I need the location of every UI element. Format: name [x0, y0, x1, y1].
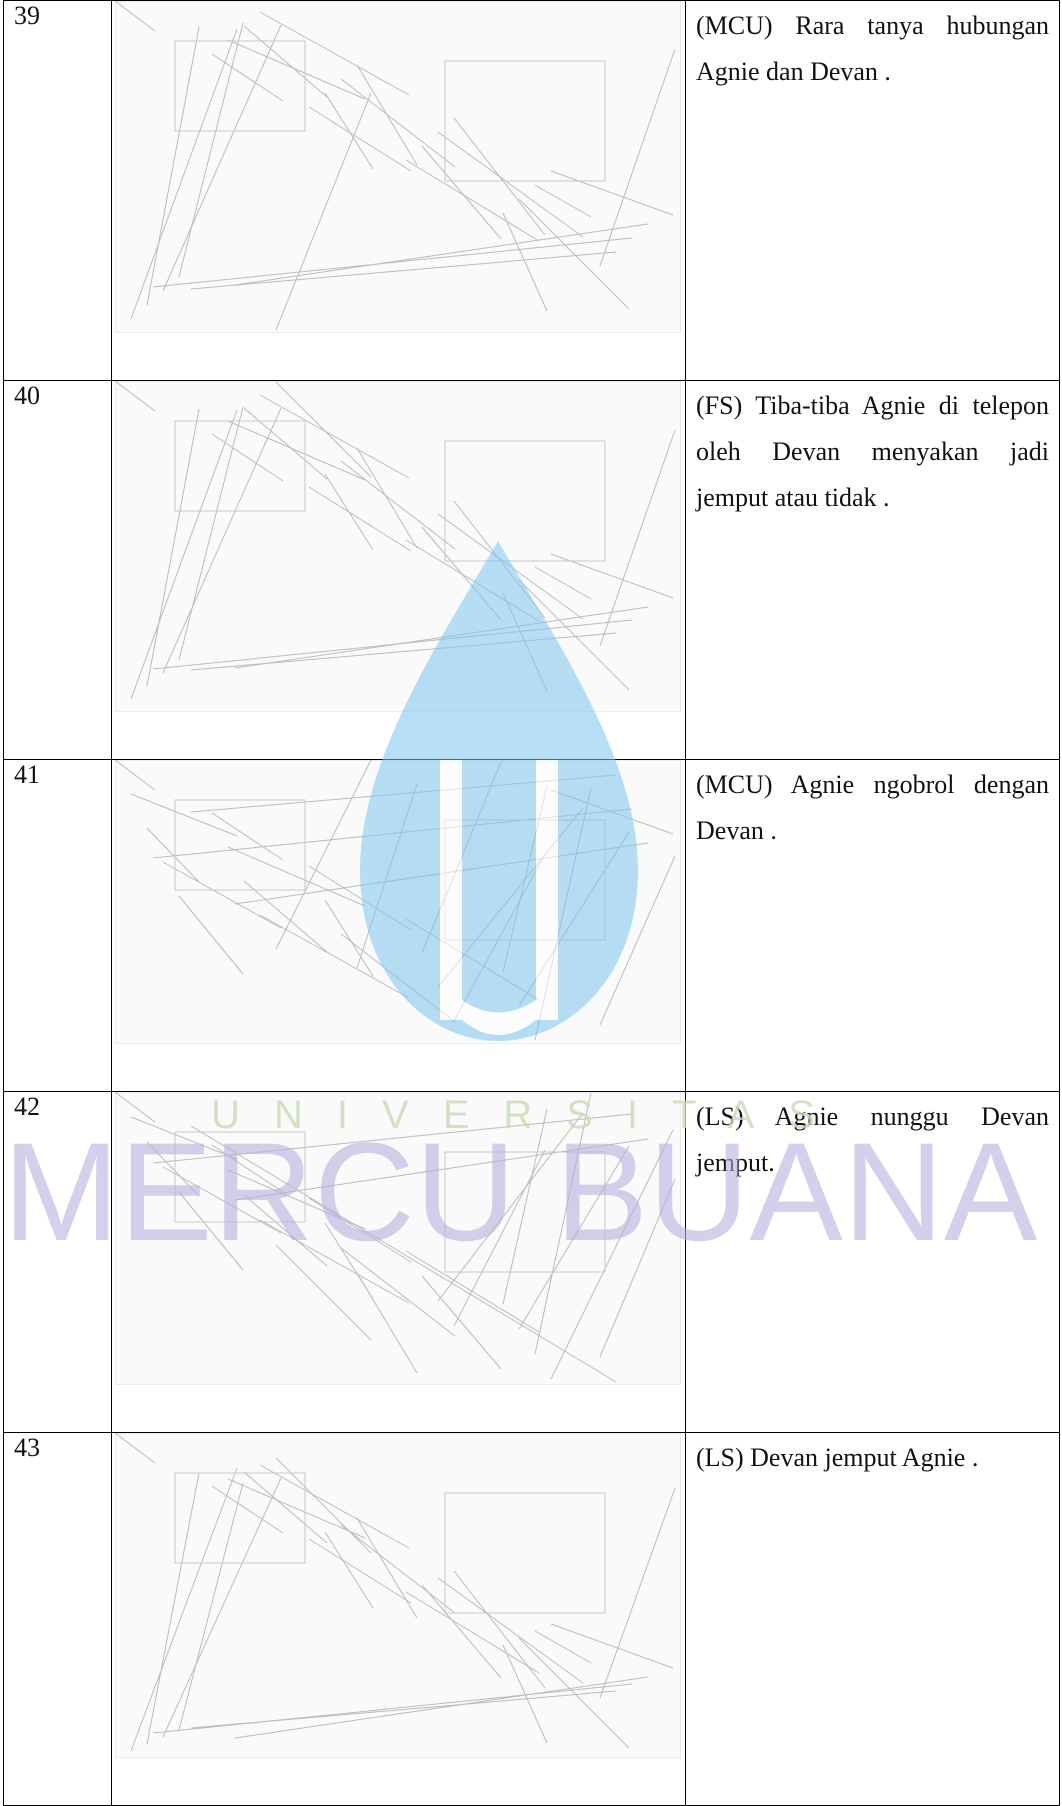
shot-image-cell: [111, 380, 686, 760]
shot-number: 42: [3, 1091, 112, 1433]
shot-image-cell: [111, 0, 686, 381]
shot-image-cell: [111, 1091, 686, 1433]
shot-description: (LS) Agnie nunggu Devan jemput.: [685, 1091, 1060, 1433]
table-row: 43 (LS) Devan jemput Agnie .: [3, 1432, 1060, 1806]
table-row: 41 (MCU) Agnie ngobrol dengan Devan .: [3, 759, 1060, 1092]
sketch-image: [115, 381, 681, 712]
shot-description: (MCU) Agnie ngobrol dengan Devan .: [685, 759, 1060, 1092]
sketch-image: [115, 1, 681, 333]
sketch-image: [115, 1433, 681, 1758]
shot-image-cell: [111, 759, 686, 1092]
shot-number: 40: [3, 380, 112, 760]
sketch-image: [115, 1092, 681, 1385]
table-row: 39 (MCU) Rara tanya hubungan Agnie dan De…: [3, 0, 1060, 381]
shot-image-cell: [111, 1432, 686, 1806]
shot-description: (FS) Tiba-tiba Agnie di telepon oleh Dev…: [685, 380, 1060, 760]
shot-description: (LS) Devan jemput Agnie .: [685, 1432, 1060, 1806]
table-row: 42 (LS) Agnie nunggu Devan jemput.: [3, 1091, 1060, 1433]
table-row: 40 (FS) Tiba-tiba Agnie di telepon oleh D…: [3, 380, 1060, 760]
shot-table: 39 (MCU) Rara tanya hubungan Agnie dan De…: [3, 0, 1060, 1806]
shot-number: 43: [3, 1432, 112, 1806]
shot-number: 41: [3, 759, 112, 1092]
shot-description: (MCU) Rara tanya hubungan Agnie dan Deva…: [685, 0, 1060, 381]
sketch-image: [115, 760, 681, 1044]
shot-number: 39: [3, 0, 112, 381]
